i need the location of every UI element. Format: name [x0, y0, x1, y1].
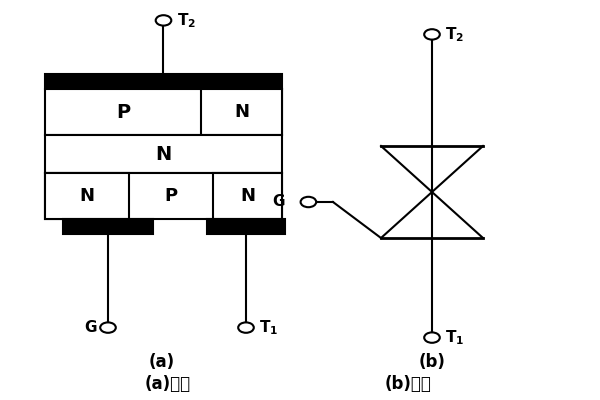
Text: P: P: [164, 187, 178, 205]
Circle shape: [301, 197, 316, 207]
Text: N: N: [234, 103, 249, 121]
Text: N: N: [79, 187, 95, 205]
Bar: [45, 89, 282, 135]
Circle shape: [424, 332, 440, 343]
Text: P: P: [116, 103, 130, 122]
Text: G: G: [272, 194, 285, 210]
Bar: [45, 74, 282, 89]
Circle shape: [100, 322, 116, 333]
Text: $\mathbf{T_2}$: $\mathbf{T_2}$: [445, 25, 464, 44]
Circle shape: [238, 322, 254, 333]
Bar: [213, 173, 282, 219]
Text: $\mathbf{T_2}$: $\mathbf{T_2}$: [176, 11, 196, 30]
Bar: [45, 135, 282, 173]
Bar: [63, 219, 153, 234]
Bar: [201, 89, 282, 135]
Text: $\mathbf{T_1}$: $\mathbf{T_1}$: [445, 328, 464, 347]
Bar: [45, 173, 129, 219]
Text: (a): (a): [149, 353, 175, 371]
Bar: [207, 219, 285, 234]
Circle shape: [155, 15, 172, 26]
Text: (b)符号: (b)符号: [385, 375, 431, 393]
Text: (a)结构: (a)结构: [145, 375, 191, 393]
Text: (b): (b): [419, 353, 445, 371]
Text: G: G: [85, 320, 97, 335]
Text: N: N: [240, 187, 255, 205]
Circle shape: [424, 29, 440, 40]
Text: $\mathbf{T_1}$: $\mathbf{T_1}$: [259, 318, 278, 337]
Text: N: N: [155, 145, 172, 164]
Bar: [45, 173, 282, 219]
